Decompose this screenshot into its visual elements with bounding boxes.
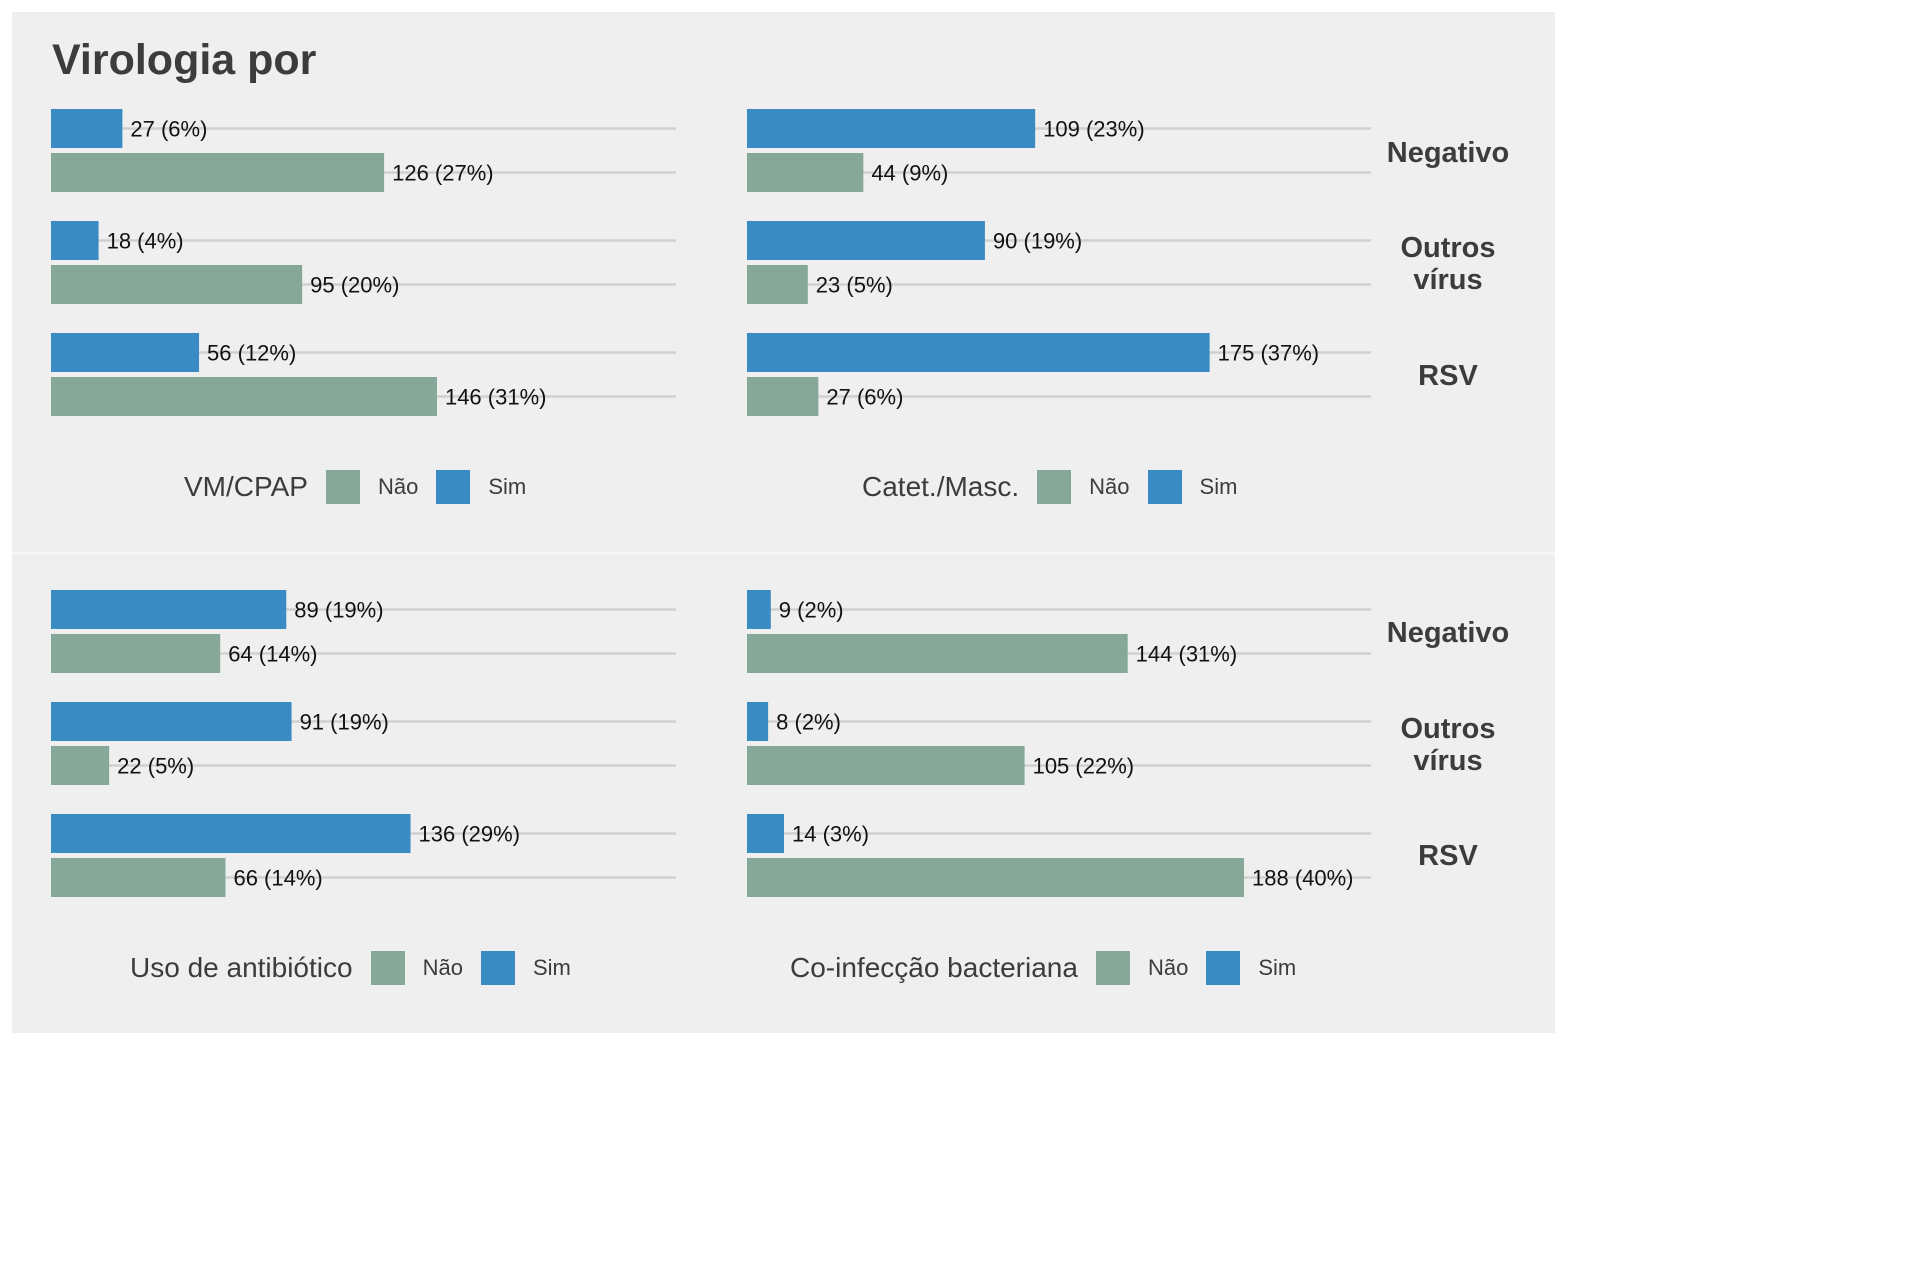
data-label: 126 (27%) bbox=[392, 161, 494, 186]
bar-nao bbox=[51, 634, 221, 673]
data-label: 188 (40%) bbox=[1252, 866, 1354, 891]
bar-nao bbox=[51, 858, 226, 897]
legend-label-sim: Sim bbox=[488, 474, 527, 499]
data-label: 89 (19%) bbox=[294, 598, 383, 623]
legend-key-nao bbox=[1037, 470, 1072, 504]
bar-sim bbox=[51, 702, 292, 741]
legend-label-nao: Não bbox=[1147, 955, 1189, 980]
bar-nao bbox=[747, 377, 819, 416]
legend-key-nao bbox=[1095, 951, 1130, 985]
legend-title: Co-infecção bacteriana bbox=[790, 952, 1078, 983]
data-label: 56 (12%) bbox=[207, 341, 296, 366]
legend-catet-masc: Catet./Masc. Não Sim bbox=[862, 469, 1255, 505]
bar-nao bbox=[51, 265, 303, 304]
bar-sim bbox=[51, 590, 287, 629]
legend-title: Catet./Masc. bbox=[862, 471, 1020, 502]
data-label: 22 (5%) bbox=[117, 754, 194, 779]
bar-nao bbox=[747, 634, 1128, 673]
chart-title: Virologia por bbox=[52, 36, 317, 84]
data-label: 90 (19%) bbox=[993, 229, 1082, 254]
bar-nao bbox=[747, 746, 1025, 785]
data-label: 18 (4%) bbox=[107, 229, 184, 254]
bar-sim bbox=[747, 109, 1036, 148]
data-label: 109 (23%) bbox=[1043, 117, 1145, 142]
data-label: 136 (29%) bbox=[419, 822, 521, 847]
bar-nao bbox=[747, 153, 864, 192]
data-label: 23 (5%) bbox=[816, 273, 893, 298]
data-label: 9 (2%) bbox=[779, 598, 844, 623]
legend-vm-cpap: VM/CPAP Não Sim bbox=[184, 469, 544, 505]
data-label: 44 (9%) bbox=[871, 161, 948, 186]
strip-label: Negativo bbox=[1387, 617, 1509, 649]
legend-key-sim bbox=[480, 951, 515, 985]
data-label: 27 (6%) bbox=[826, 385, 903, 410]
legend-label-sim: Sim bbox=[532, 955, 571, 980]
bar-sim bbox=[51, 109, 123, 148]
data-label: 144 (31%) bbox=[1136, 642, 1238, 667]
legend-key-sim bbox=[1206, 951, 1241, 985]
strip-label: RSV bbox=[1418, 360, 1478, 392]
legend-key-sim bbox=[1147, 470, 1182, 504]
data-label: 175 (37%) bbox=[1218, 341, 1320, 366]
data-label: 146 (31%) bbox=[445, 385, 547, 410]
bar-sim bbox=[51, 333, 200, 372]
strip-label: Negativo bbox=[1387, 137, 1509, 169]
legend-co-infeccao: Co-infecção bacteriana Não Sim bbox=[790, 950, 1314, 986]
data-label: 95 (20%) bbox=[310, 273, 399, 298]
data-label: 64 (14%) bbox=[228, 642, 317, 667]
chart-svg: 27 (6%) 126 (27%) 18 (4%) 95 (20%) 56 (12%) 1… bbox=[51, 109, 1510, 897]
strip-label: Outros vírus bbox=[1400, 232, 1495, 296]
legend-uso-antibiotico: Uso de antibiótico Não Sim bbox=[130, 950, 589, 986]
bar-sim bbox=[747, 702, 769, 741]
bar-sim bbox=[747, 590, 771, 629]
bar-nao bbox=[51, 377, 437, 416]
data-label: 8 (2%) bbox=[776, 710, 841, 735]
legend-label-nao: Não bbox=[422, 955, 463, 980]
legend-key-sim bbox=[436, 470, 471, 504]
legend-title: Uso de antibiótico bbox=[130, 952, 353, 983]
data-label: 66 (14%) bbox=[233, 866, 322, 891]
strip-label: Outros vírus bbox=[1400, 713, 1495, 777]
bar-sim bbox=[51, 814, 411, 853]
strip-label: RSV bbox=[1418, 840, 1478, 872]
legend-label-nao: Não bbox=[1089, 474, 1130, 499]
data-label: 14 (3%) bbox=[792, 822, 869, 847]
data-label: 105 (22%) bbox=[1033, 754, 1135, 779]
bar-nao bbox=[747, 265, 808, 304]
bar-sim bbox=[747, 814, 785, 853]
data-label: 91 (19%) bbox=[300, 710, 389, 735]
bar-sim bbox=[51, 221, 99, 260]
bar-nao bbox=[51, 153, 385, 192]
data-label: 27 (6%) bbox=[130, 117, 207, 142]
legend-label-sim: Sim bbox=[1258, 955, 1297, 980]
bar-nao bbox=[51, 746, 110, 785]
legend-label-sim: Sim bbox=[1199, 474, 1238, 499]
legend-title: VM/CPAP bbox=[184, 471, 308, 502]
legend-key-nao bbox=[370, 951, 405, 985]
legend-key-nao bbox=[325, 470, 360, 504]
legend-label-nao: Não bbox=[377, 474, 419, 499]
bar-sim bbox=[747, 221, 985, 260]
bar-sim bbox=[747, 333, 1210, 372]
bar-nao bbox=[747, 858, 1244, 897]
